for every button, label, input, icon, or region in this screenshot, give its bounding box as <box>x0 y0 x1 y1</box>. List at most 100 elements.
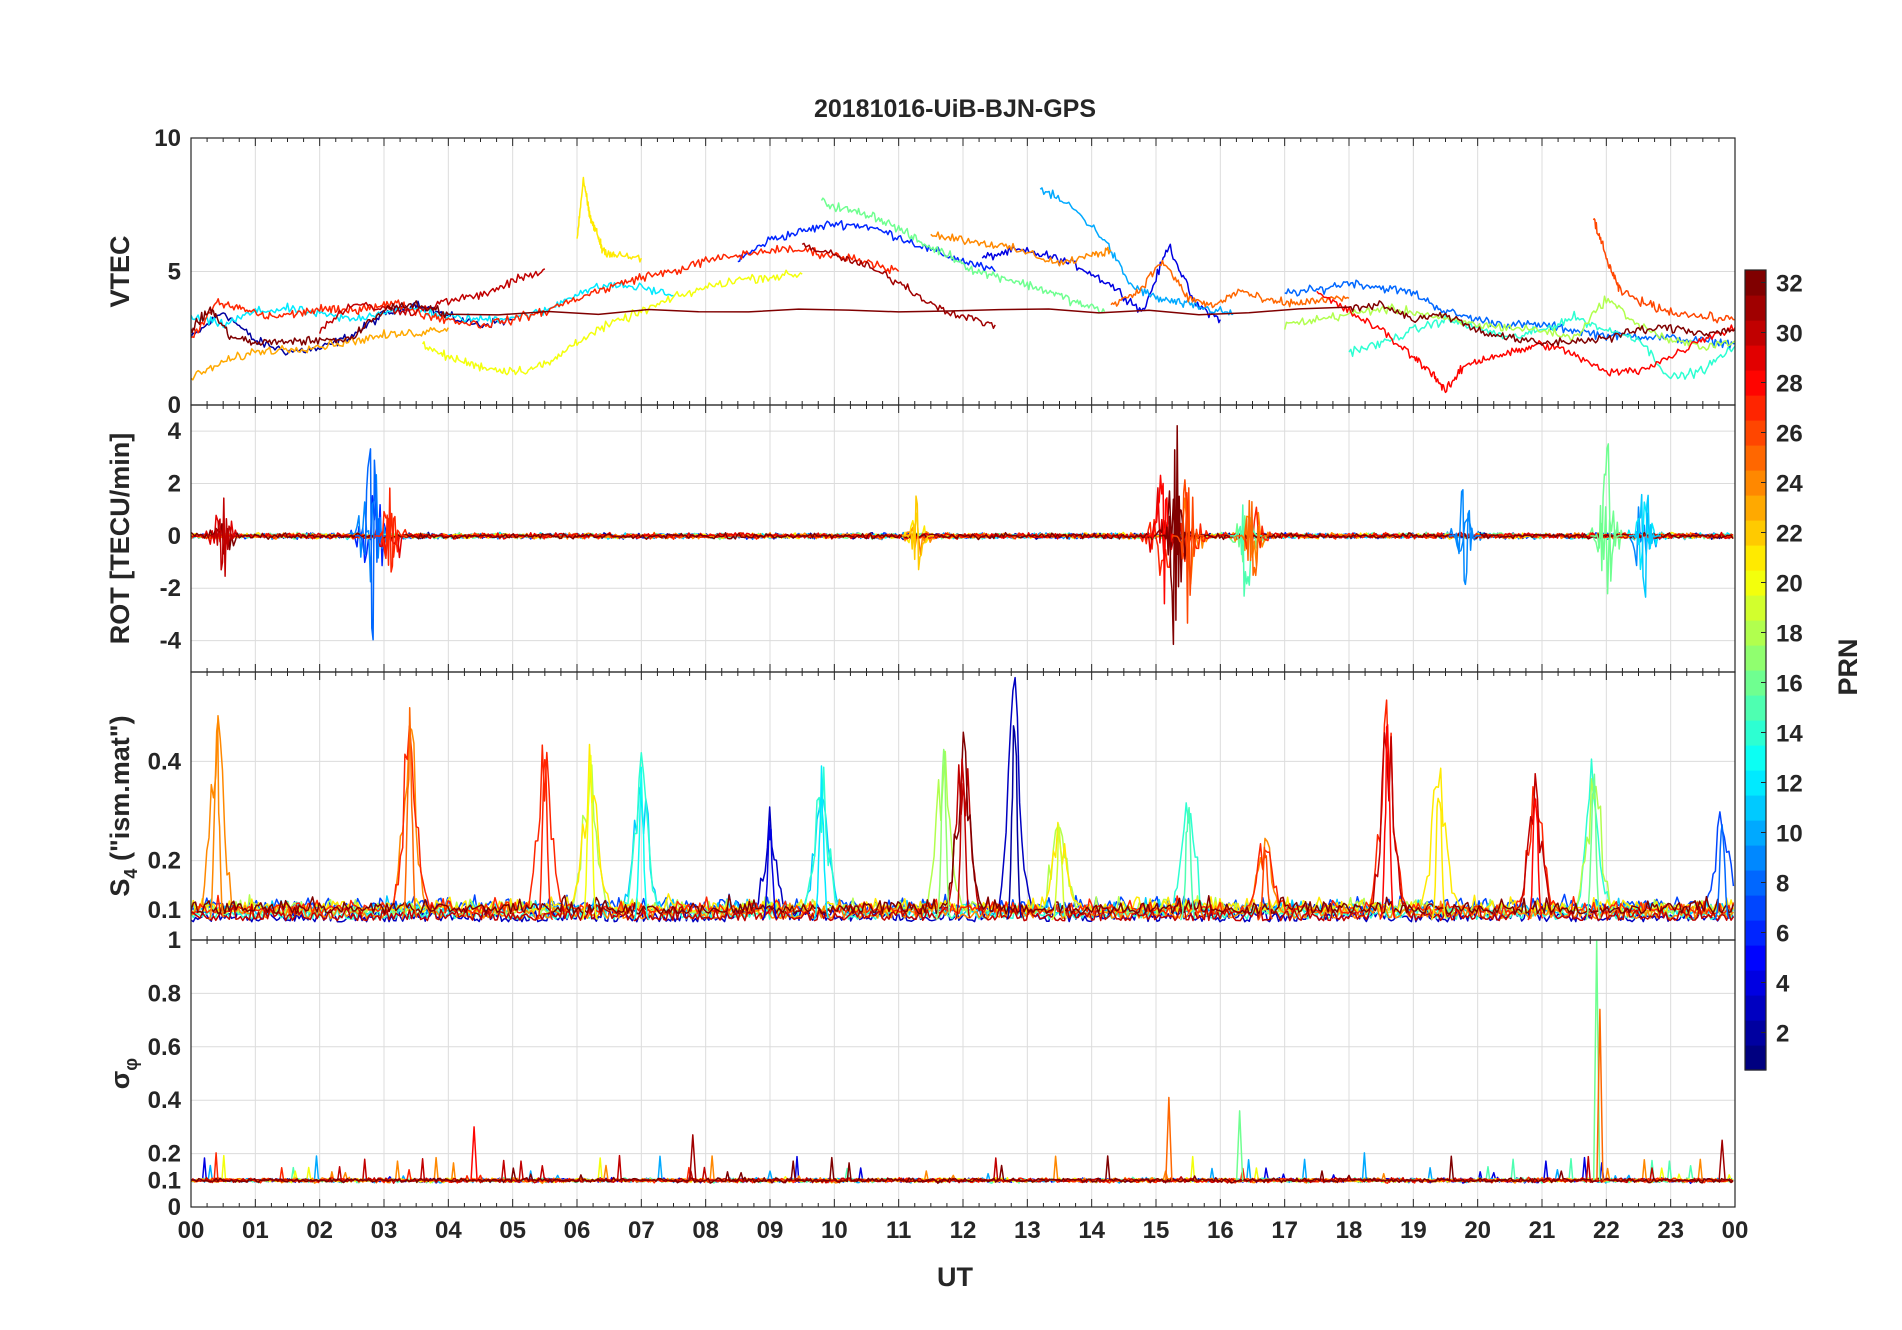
y-tick-label: -4 <box>160 628 182 655</box>
series-prn-6 <box>737 220 996 272</box>
series-prn-10 <box>1039 187 1234 316</box>
burst-prn-30 <box>207 497 239 577</box>
burst-prn-27 <box>374 487 406 573</box>
series-group-vtec <box>191 176 1735 394</box>
series-group-rot <box>191 425 1734 646</box>
colorbar-band <box>1745 1020 1766 1046</box>
colorbar-tick-label: 10 <box>1776 821 1803 848</box>
burst-prn-11 <box>1628 493 1661 598</box>
y-tick-label: 4 <box>168 418 182 445</box>
peak-prn-16 <box>1585 773 1601 921</box>
y-tick-label: 0.8 <box>148 980 181 1007</box>
peak-prn-19 <box>1051 823 1068 921</box>
x-tick-label: 17 <box>1271 1217 1298 1244</box>
x-tick-label: 08 <box>692 1217 719 1244</box>
burst-prn-9 <box>1448 489 1481 586</box>
x-tick-label: 10 <box>821 1217 848 1244</box>
burst-prn-22 <box>901 495 934 571</box>
series-prn-23 <box>191 326 449 381</box>
series-prn-24 <box>930 231 1112 267</box>
y-tick-label: 0.1 <box>148 1167 181 1194</box>
x-tick-label: 05 <box>499 1217 526 1244</box>
y-tick-label: 5 <box>168 259 181 286</box>
y-tick-label: 0 <box>168 523 181 550</box>
y-tick-label: 1 <box>168 927 181 954</box>
colorbar-tick-label: 12 <box>1776 771 1803 798</box>
colorbar-tick-label: 16 <box>1776 671 1803 698</box>
x-tick-label: 20 <box>1464 1217 1491 1244</box>
colorbar-frame <box>1744 269 1767 1071</box>
series-prn-25 <box>1110 259 1350 309</box>
series-prn-27 <box>191 699 1735 915</box>
y-tick-label: 0.4 <box>148 1087 182 1114</box>
colorbar-tick-label: 30 <box>1776 321 1803 348</box>
colorbar-band <box>1745 395 1766 421</box>
spike-prn-31 <box>1718 1139 1726 1181</box>
series-prn-28 <box>1316 290 1735 394</box>
colorbar-band <box>1745 520 1766 546</box>
colorbar-band <box>1745 545 1766 571</box>
burst-prn-8 <box>355 448 386 641</box>
colorbar-band <box>1745 895 1766 921</box>
colorbar-band <box>1745 745 1766 771</box>
series-prn-31 <box>801 242 996 330</box>
x-tick-label: 21 <box>1529 1217 1556 1244</box>
series-prn-30 <box>191 732 1735 922</box>
x-tick-label: 18 <box>1336 1217 1363 1244</box>
colorbar-band <box>1745 270 1766 296</box>
peak-prn-24 <box>208 721 225 920</box>
figure-title: 20181016-UiB-BJN-GPS <box>814 95 1096 123</box>
spike-prn-16 <box>1235 1110 1244 1181</box>
colorbar-band <box>1745 470 1766 496</box>
y-tick-label: -2 <box>160 575 181 602</box>
colorbar-band <box>1745 970 1766 996</box>
panel-vtec: 0 5 10 VTEC <box>105 125 1736 419</box>
series-prn-7 <box>191 811 1735 912</box>
y-tick-label: 0.2 <box>148 1141 181 1168</box>
y-axis-label-s4: S4 ("ism.mat") <box>105 715 141 896</box>
series-prn-27 <box>191 244 900 339</box>
colorbar-band <box>1745 820 1766 846</box>
x-tick-label: 16 <box>1207 1217 1234 1244</box>
series-prn-18 <box>1283 295 1735 351</box>
peak-prn-21 <box>1430 797 1447 921</box>
colorbar-band <box>1745 420 1766 446</box>
colorbar-band <box>1745 945 1766 971</box>
series-prn-24 <box>191 497 1734 585</box>
x-tick-label: 00 <box>1722 1217 1749 1244</box>
colorbar-tick-label: 14 <box>1776 721 1803 748</box>
peak-prn-30 <box>954 758 971 921</box>
x-tick-label: 11 <box>886 1217 911 1244</box>
series-prn-2 <box>191 300 513 356</box>
series-prn-16 <box>820 197 1106 314</box>
colorbar-tick-label: 2 <box>1776 1021 1789 1048</box>
x-tick-label: 19 <box>1400 1217 1427 1244</box>
series-prn-21 <box>576 176 643 263</box>
colorbar-band <box>1745 795 1766 821</box>
colorbar-tick-label: 8 <box>1776 871 1789 898</box>
y-axis-label-rot: ROT [TECU/min] <box>105 433 135 644</box>
series-prn-4 <box>981 243 1221 324</box>
peak-prn-8 <box>1713 824 1730 921</box>
colorbar-band <box>1745 920 1766 946</box>
x-tick-label: 02 <box>306 1217 333 1244</box>
colorbar-band <box>1745 720 1766 746</box>
peak-prn-17 <box>935 748 952 921</box>
peak-prn-27 <box>536 758 554 921</box>
colorbar-band <box>1745 645 1766 671</box>
series-prn-32 <box>191 1155 1734 1185</box>
y-tick-label: 0 <box>168 392 181 419</box>
colorbar-band <box>1745 845 1766 871</box>
panel-rot: -4 -2 0 2 4 ROT [TECU/min] <box>105 404 1736 673</box>
colorbar-tick-label: 24 <box>1776 471 1803 498</box>
spike-prn-25 <box>1165 1096 1173 1181</box>
series-group-sigma_phi <box>191 940 1734 1185</box>
colorbar-band <box>1745 370 1766 396</box>
x-tick-label: 01 <box>242 1217 269 1244</box>
burst-prn-25 <box>1236 499 1269 577</box>
y-tick-label: 0.1 <box>148 897 181 924</box>
colorbar-tick-label: 6 <box>1776 921 1789 948</box>
x-tick-label: 04 <box>435 1217 462 1244</box>
burst-prn-28 <box>1146 474 1179 605</box>
